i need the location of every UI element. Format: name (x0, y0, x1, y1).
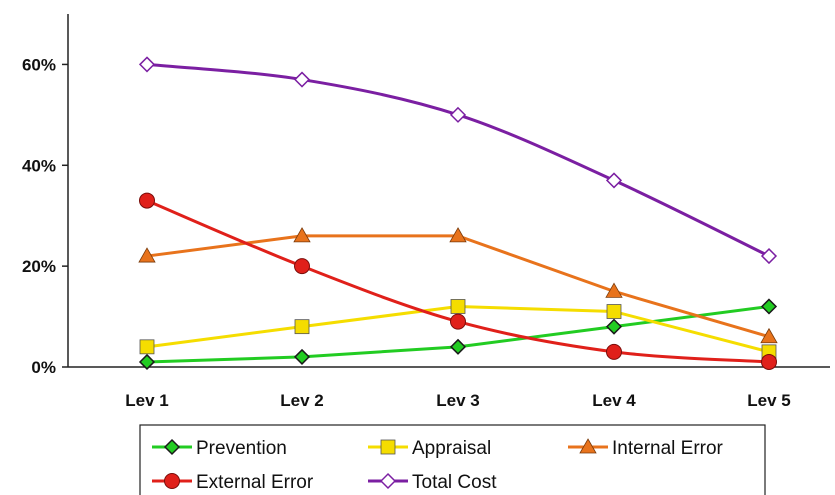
legend-marker-total-cost (379, 472, 397, 490)
legend-entry-internal-error: Internal Error (568, 438, 724, 459)
data-point-internal-error (138, 247, 156, 263)
data-point-external-error (761, 353, 777, 370)
y-tick-label: 0% (31, 358, 56, 377)
data-point-appraisal (606, 304, 622, 319)
data-point-internal-error (760, 327, 778, 344)
y-tick-label: 40% (22, 156, 56, 175)
y-tick-label: 20% (22, 257, 56, 276)
legend-label-appraisal: Appraisal (412, 438, 491, 459)
y-tick-label: 60% (22, 55, 56, 74)
legend-entry-external-error: External Error (152, 472, 314, 493)
legend-label-total-cost: Total Cost (412, 472, 497, 493)
legend-label-external-error: External Error (196, 472, 314, 493)
chart-ticks: 0% 20% 40% 60% Lev 1 Lev 2 Lev 3 Lev 4 Lev 5 (22, 55, 791, 410)
data-point-internal-error (449, 227, 467, 243)
chart-series (138, 56, 778, 371)
data-point-appraisal (294, 319, 310, 335)
legend-marker-prevention (163, 438, 181, 456)
series-prevention (138, 298, 778, 371)
series-internal-error (138, 227, 778, 344)
data-point-total-cost (760, 247, 778, 265)
series-external-error (139, 192, 777, 370)
data-point-prevention (138, 353, 156, 371)
x-tick-label: Lev 2 (280, 391, 323, 410)
series-total-cost (138, 56, 778, 265)
data-point-internal-error (605, 282, 623, 298)
data-point-internal-error (293, 227, 311, 243)
data-point-prevention (605, 318, 623, 335)
data-point-external-error (606, 343, 622, 360)
legend-entry-prevention: Prevention (152, 438, 287, 459)
series-line-external-error (146, 199, 770, 364)
x-tick-label: Lev 4 (592, 391, 636, 410)
data-point-total-cost (293, 71, 311, 88)
legend-marker-external-error (164, 473, 180, 489)
legend-entry-appraisal: Appraisal (368, 438, 491, 459)
legend-marker-appraisal (380, 439, 396, 455)
data-point-total-cost (605, 172, 623, 189)
chart-legend: Prevention Appraisal Internal Error Externa… (139, 424, 766, 495)
legend-label-internal-error: Internal Error (612, 438, 724, 459)
legend-label-prevention: Prevention (196, 438, 287, 459)
data-point-prevention (293, 348, 311, 365)
legend-box (139, 424, 766, 495)
data-point-appraisal (450, 299, 466, 314)
data-point-external-error (450, 313, 466, 330)
x-tick-label: Lev 5 (747, 391, 790, 410)
data-point-prevention (760, 298, 778, 315)
data-point-external-error (139, 192, 155, 209)
data-point-prevention (449, 338, 467, 355)
chart-axes (67, 14, 830, 368)
data-point-external-error (294, 258, 310, 275)
x-tick-label: Lev 3 (436, 391, 479, 410)
legend-marker-internal-error (579, 438, 597, 454)
data-point-total-cost (449, 106, 467, 123)
legend-entry-total-cost: Total Cost (368, 472, 497, 493)
x-tick-label: Lev 1 (125, 391, 168, 410)
data-point-total-cost (138, 56, 156, 73)
data-point-appraisal (139, 339, 155, 355)
